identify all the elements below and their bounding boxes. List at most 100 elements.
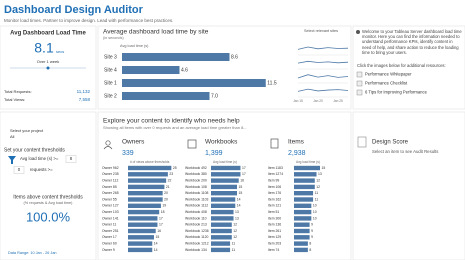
value-label: 11 (315, 197, 319, 201)
value-label: 17 (159, 223, 163, 227)
row-label: Item 162 (268, 197, 281, 201)
bar (294, 197, 314, 202)
row-label: Item 261 (268, 229, 281, 233)
value-label: 10 (313, 210, 317, 214)
axis-label: Avg load time (s) (296, 160, 320, 164)
value-label: 18 (161, 210, 165, 214)
row-label: Item 176 (268, 191, 281, 195)
bar (122, 92, 210, 100)
bar (128, 228, 156, 234)
owners-icon (103, 146, 113, 150)
row-label: Owner 962 (102, 166, 119, 170)
bar (128, 165, 172, 171)
bar (294, 184, 315, 190)
bar (128, 209, 160, 215)
bar (294, 222, 310, 227)
requests-input[interactable] (13, 166, 25, 174)
requests-threshold[interactable]: 0 (18, 167, 21, 172)
row-label: Item 203 (268, 241, 281, 245)
value-label: 10 (313, 204, 317, 208)
bar (211, 216, 234, 221)
views-value: 7,558 (79, 97, 91, 102)
welcome-prompt: Click the images below for additional re… (357, 63, 446, 68)
group-title: Items (288, 139, 305, 146)
value-label: 12 (233, 229, 237, 233)
bar (128, 216, 158, 221)
row-label: Workbook 200 (185, 178, 207, 182)
items-title: Items above content thresholds (13, 194, 83, 200)
x-tick-label: Jan 15 (293, 99, 303, 103)
kpi-dot (46, 66, 50, 70)
value-label: 20 (164, 197, 168, 201)
value-label: 15 (322, 166, 326, 170)
axis-label: Avg load time (s) (120, 44, 149, 48)
row-label: Workbook 108 (185, 185, 207, 189)
project-value[interactable]: All (10, 134, 15, 139)
resource-link[interactable]: Performance Whitepaper (365, 72, 412, 77)
bar (122, 66, 180, 74)
bar (294, 235, 310, 240)
thresholds-title: Set your content thresholds (4, 147, 65, 153)
chart-subtitle: (in seconds) (103, 36, 124, 40)
bar (294, 178, 315, 183)
resource-link[interactable]: Performance Checklist (365, 81, 408, 86)
value-label: 8 (309, 248, 311, 252)
bar (128, 178, 167, 183)
link-icon[interactable] (356, 71, 363, 78)
value-label: 11.5 (267, 80, 277, 86)
row-label: Workbook 1108 (185, 191, 209, 195)
row-label: Workbook 1112 (185, 204, 208, 208)
chart-title: Select relevant sites (304, 29, 338, 33)
owners-icon (105, 140, 111, 146)
score-icon (357, 136, 367, 148)
page-subtitle: Monitor load times. Partner to improve d… (4, 18, 173, 23)
value-label: 14 (237, 204, 241, 208)
kpi-title: Avg Dashboard Load Time (10, 31, 86, 37)
sparkline (297, 74, 349, 79)
row-label: Owner 85 (102, 185, 117, 189)
row-label: Item 106 (268, 185, 281, 189)
value-label: 23 (169, 172, 173, 176)
link-icon[interactable] (356, 80, 363, 87)
bar (128, 191, 163, 196)
value-label: 13 (318, 172, 322, 176)
row-label: Workbook 134 (185, 248, 207, 252)
bar (128, 241, 153, 246)
value-label: 8 (309, 241, 311, 245)
bar (294, 203, 312, 208)
workbooks-icon (187, 139, 197, 149)
resource-link[interactable]: 6 Tips for Improving Performance (365, 90, 428, 95)
row-label: Item 300 (268, 216, 281, 220)
axis-label: Avg load time (s) (213, 160, 237, 164)
views-label: Total Views: (4, 97, 25, 102)
kpi-unit: secs (56, 49, 64, 54)
load-input[interactable] (65, 155, 77, 163)
value-label: 17 (242, 172, 246, 176)
sparkline (297, 60, 349, 64)
value-label: 15 (239, 185, 243, 189)
load-value[interactable]: 8 (70, 156, 73, 161)
group-total: 339 (122, 150, 134, 157)
bar (211, 241, 231, 246)
link-icon[interactable] (356, 89, 363, 96)
row-label: Site 1 (104, 80, 117, 86)
value-label: 16 (157, 229, 161, 233)
bar (128, 203, 161, 208)
row-label: Workbook 380 (185, 172, 207, 176)
row-label: Item 121 (268, 204, 281, 208)
row-label: Owner 141 (102, 216, 119, 220)
value-label: 17 (242, 166, 246, 170)
bar (211, 228, 232, 234)
date-range: Data Range: 10 Jan - 26 Jan (8, 251, 57, 255)
project-label: Select your project (10, 128, 44, 133)
items-subtitle: (% requests & Avg load time) (24, 201, 74, 205)
row-label: Item 74 (268, 248, 279, 252)
group-title: Workbooks (205, 139, 238, 146)
bar (128, 184, 165, 190)
value-label: 9 (311, 229, 313, 233)
bar (211, 191, 237, 196)
row-label: Workbook 110 (185, 216, 207, 220)
bar (122, 79, 266, 87)
score-title: Design Score (372, 140, 409, 146)
filter-icon (8, 156, 16, 164)
